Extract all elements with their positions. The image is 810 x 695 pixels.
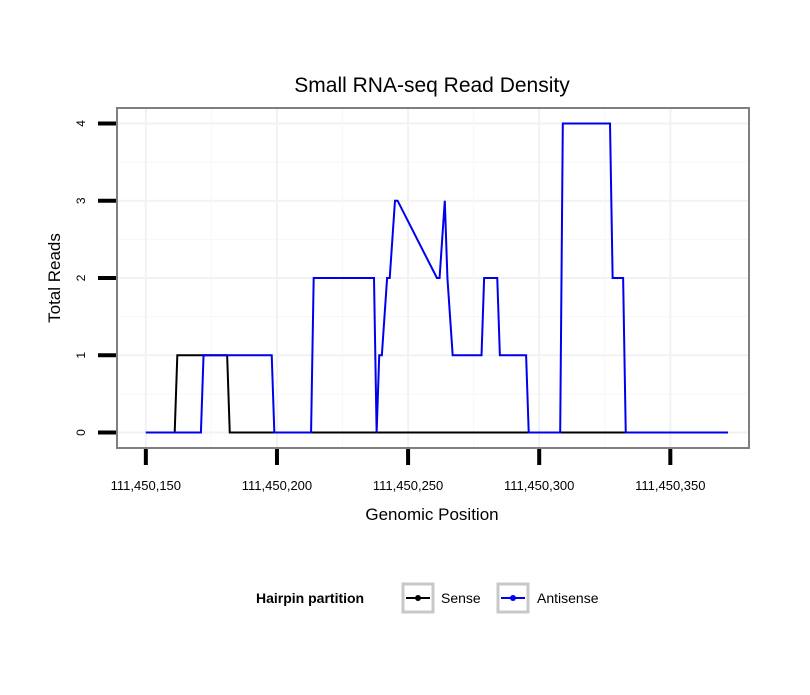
legend-key-antisense — [496, 582, 530, 614]
legend-marker-sense — [415, 595, 421, 601]
legend-key-sense — [401, 582, 435, 614]
x-tick-label: 111,450,200 — [242, 478, 312, 493]
x-axis: 111,450,150 111,450,200 111,450,250 111,450… — [111, 449, 706, 493]
y-tick-label: 4 — [74, 120, 88, 127]
chart-title: Small RNA-seq Read Density — [294, 74, 570, 97]
legend-label-sense: Sense — [441, 590, 481, 606]
series-layer — [145, 122, 729, 434]
x-tick-label: 111,450,300 — [504, 478, 574, 493]
plot-border — [116, 107, 750, 449]
x-tick-label: 111,450,350 — [635, 478, 705, 493]
y-tick-label: 2 — [74, 274, 88, 281]
legend-label-antisense: Antisense — [537, 590, 599, 606]
y-tick-label: 1 — [74, 352, 88, 359]
y-tick-label: 0 — [74, 429, 88, 436]
x-axis-label: Genomic Position — [365, 505, 498, 524]
series-line-antisense — [145, 122, 729, 434]
y-tick-label: 3 — [74, 197, 88, 204]
legend-title: Hairpin partition — [256, 590, 364, 606]
legend-marker-antisense — [510, 595, 516, 601]
x-tick-label: 111,450,150 — [111, 478, 181, 493]
x-tick-label: 111,450,250 — [373, 478, 443, 493]
legend: Hairpin partition Sense Antisense — [256, 582, 599, 614]
y-axis-label: Total Reads — [45, 233, 64, 323]
y-axis: 0 1 2 3 4 — [74, 120, 116, 436]
